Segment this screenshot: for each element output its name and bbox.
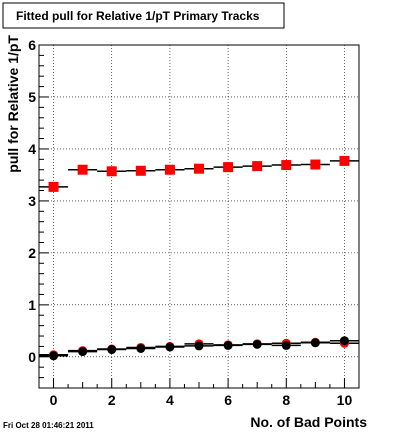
title-box <box>2 2 285 29</box>
timestamp: Fri Oct 28 01:46:21 2011 <box>3 421 94 430</box>
y-tick-label: 1 <box>28 297 36 313</box>
x-tick-label: 4 <box>166 392 174 408</box>
data-point-square <box>48 181 59 192</box>
data-point-circle <box>78 347 88 357</box>
data-point-circle <box>136 344 146 354</box>
y-axis-label: pull for Relative 1/pT <box>5 35 21 173</box>
data-point-square <box>106 166 117 177</box>
data-point-circle <box>310 338 320 348</box>
data-point-square <box>310 159 321 170</box>
data-point-circle <box>194 341 204 351</box>
data-point-circle <box>223 340 233 350</box>
data-point-circle <box>281 340 291 350</box>
x-tick-label: 6 <box>224 392 232 408</box>
data-point-square <box>339 155 350 166</box>
y-tick-label: 4 <box>28 141 36 157</box>
data-point-square <box>135 165 146 176</box>
data-point-circle <box>107 345 117 355</box>
data-point-square <box>252 161 263 172</box>
x-tick-label: 2 <box>108 392 116 408</box>
plot-frame <box>38 44 360 389</box>
y-tick-label: 0 <box>28 349 36 365</box>
y-tick-label: 3 <box>28 193 36 209</box>
data-point-circle <box>252 339 262 349</box>
data-marks <box>39 155 359 361</box>
x-tick-label: 8 <box>282 392 290 408</box>
axis-ticks: 0 2 4 6 8 10 0 1 2 3 4 5 6 <box>28 37 360 408</box>
data-point-square <box>194 163 204 174</box>
data-point-square <box>77 164 88 175</box>
chart-title: Fitted pull for Relative 1/pT Primary Tr… <box>16 9 260 23</box>
data-point-square <box>281 160 292 171</box>
x-axis-label: No. of Bad Points <box>250 414 367 430</box>
y-tick-label: 5 <box>28 89 36 105</box>
data-point-square <box>223 162 234 173</box>
data-point-circle <box>165 342 175 352</box>
data-point-circle <box>49 351 59 361</box>
grid <box>39 44 359 388</box>
data-point-circle <box>339 336 349 346</box>
y-tick-label: 6 <box>28 37 36 53</box>
data-point-square <box>164 164 175 175</box>
x-tick-label: 10 <box>337 392 353 408</box>
y-tick-label: 2 <box>28 245 36 261</box>
x-tick-label: 0 <box>50 392 58 408</box>
